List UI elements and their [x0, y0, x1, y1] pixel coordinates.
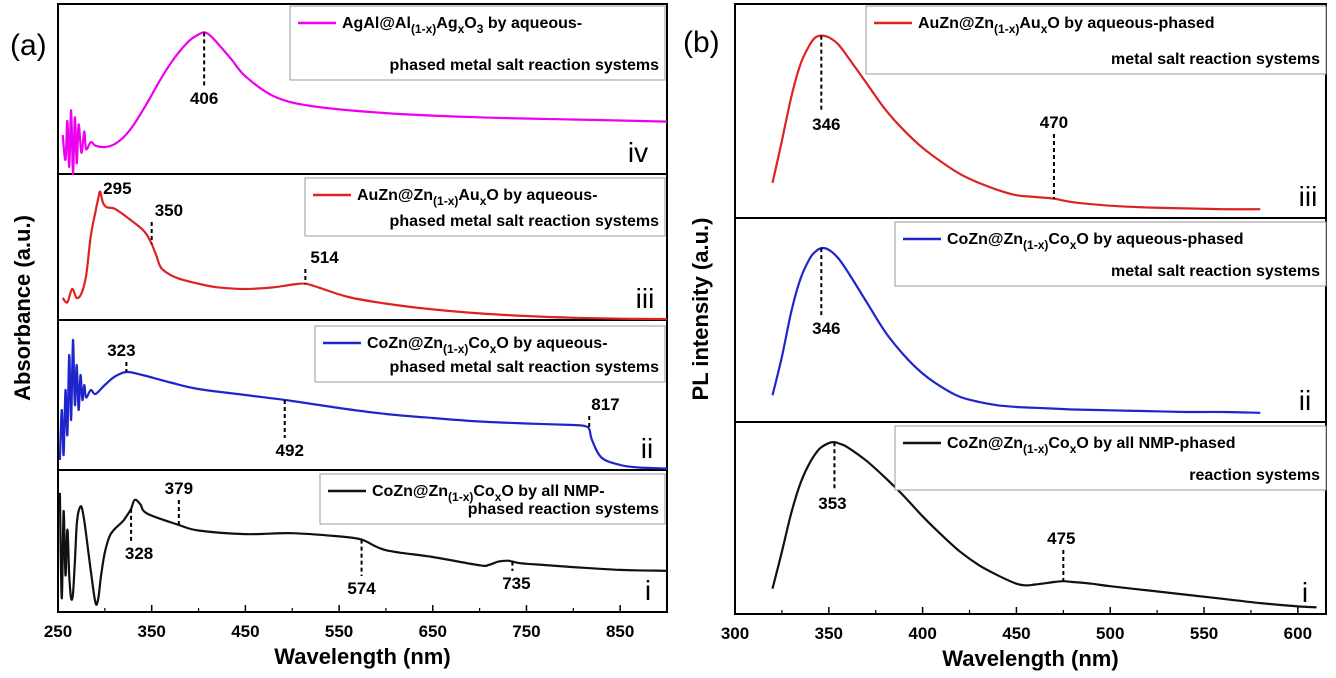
- x-tick-label: 650: [419, 622, 447, 641]
- legend-box: [319, 473, 666, 525]
- x-tick-label: 350: [138, 622, 166, 641]
- series-i: 328 379 574 735 i CoZn@Zn(1-x)CoxO by all NMP…: [58, 473, 668, 606]
- peak-label: 470: [1040, 113, 1068, 132]
- legend-box: [894, 221, 1327, 287]
- legend-label: CoZn@Zn(1-x)CoxO by aqueous-phased: [947, 231, 1244, 252]
- series-line-iv: [61, 31, 668, 176]
- x-tick-label: 550: [1190, 624, 1218, 643]
- legend-label-line2: reaction systems: [1189, 467, 1320, 484]
- series-line-ii: [58, 338, 668, 470]
- y-axis-label: Absorbance (a.u.): [10, 215, 35, 401]
- legend-box: [894, 425, 1327, 491]
- series-roman-label: ii: [1299, 385, 1311, 416]
- x-tick-label: 850: [606, 622, 634, 641]
- panel-b-label: (b): [683, 26, 720, 59]
- legend-i: CoZn@Zn(1-x)CoxO by all NMP-phased reacti…: [894, 425, 1327, 491]
- peak-label: 735: [502, 574, 530, 593]
- x-tick-label: 550: [325, 622, 353, 641]
- series-roman-label: iii: [1299, 181, 1318, 212]
- legend-i: CoZn@Zn(1-x)CoxO by all NMP-phased react…: [319, 473, 666, 525]
- x-tick-label: 350: [815, 624, 843, 643]
- x-tick-label: 500: [1096, 624, 1124, 643]
- series-iii: 295 350 514 iii AuZn@Zn(1-x)AuxO by aqueous-…: [61, 177, 668, 321]
- x-tick-label: 300: [721, 624, 749, 643]
- series-roman-label: i: [645, 575, 651, 606]
- legend-label: AgAl@Al(1-x)AgxO3 by aqueous-: [342, 15, 582, 36]
- x-tick-label: 450: [1002, 624, 1030, 643]
- series-roman-label: iv: [628, 137, 648, 168]
- series-line-iii: [771, 34, 1261, 211]
- panel-a-absorbance-chart: 250 350 450 550 650 750 850 Wavelength (nm) Abso…: [10, 3, 668, 669]
- legend-label: CoZn@Zn(1-x)CoxO by aqueous-: [367, 335, 608, 356]
- legend-label-line2: phased metal salt reaction systems: [390, 213, 660, 230]
- series-line-i: [58, 492, 668, 606]
- peak-label: 295: [103, 179, 131, 198]
- legend-label: AuZn@Zn(1-x)AuxO by aqueous-: [357, 187, 598, 208]
- series-ii: 323 492 817 ii CoZn@Zn(1-x)CoxO by aqueous-p…: [58, 325, 668, 470]
- peak-label: 353: [818, 494, 846, 513]
- series-iii: 346 470 iii AuZn@Zn(1-x)AuxO by aqueous-pha…: [771, 5, 1327, 212]
- y-axis-label: PL intensity (a.u.): [688, 218, 713, 401]
- x-axis-label: Wavelength (nm): [942, 646, 1118, 671]
- series-line-ii: [771, 246, 1261, 414]
- series-roman-label: iii: [636, 283, 655, 314]
- legend-label: CoZn@Zn(1-x)CoxO by all NMP-phased: [947, 435, 1236, 456]
- peak-label: 514: [310, 248, 339, 267]
- legend-label-line2: phased reaction systems: [468, 501, 659, 518]
- peak-label: 328: [125, 544, 153, 563]
- legend-label: CoZn@Zn(1-x)CoxO by all NMP-: [372, 483, 605, 504]
- legend-ii: CoZn@Zn(1-x)CoxO by aqueous-phased metal …: [894, 221, 1327, 287]
- peak-label: 346: [812, 319, 840, 338]
- x-tick-label: 450: [231, 622, 259, 641]
- legend-label-line2: phased metal salt reaction systems: [390, 359, 660, 376]
- plot-frame: [734, 3, 1327, 615]
- series-line-iii: [61, 190, 668, 321]
- legend-label-line2: metal salt reaction systems: [1111, 263, 1320, 280]
- peak-label: 574: [347, 579, 376, 598]
- plot-frame: [57, 3, 668, 613]
- series-i: 353 475 i CoZn@Zn(1-x)CoxO by all NMP-phase…: [771, 425, 1327, 609]
- x-tick-label: 250: [44, 622, 72, 641]
- series-ii: 346 ii CoZn@Zn(1-x)CoxO by aqueous-phased m…: [771, 221, 1327, 416]
- peak-label: 817: [591, 395, 619, 414]
- peak-label: 379: [165, 479, 193, 498]
- legend-box: [304, 177, 666, 237]
- x-tick-label: 600: [1284, 624, 1312, 643]
- series-roman-label: ii: [641, 433, 653, 464]
- peak-label: 350: [155, 201, 183, 220]
- legend-iv: AgAl@Al(1-x)AgxO3 by aqueous-phased meta…: [289, 5, 666, 81]
- legend-label: AuZn@Zn(1-x)AuxO by aqueous-phased: [918, 15, 1215, 36]
- x-axis-label: Wavelength (nm): [274, 644, 450, 669]
- series-iv: 406 iv AgAl@Al(1-x)AgxO3 by aqueous-phased…: [61, 5, 668, 176]
- x-tick-label: 400: [908, 624, 936, 643]
- peak-label: 323: [107, 341, 135, 360]
- panel-a-label: (a): [10, 29, 47, 62]
- series-line-i: [771, 441, 1317, 609]
- legend-box: [314, 325, 666, 383]
- panel-b-pl-chart: 300 350 400 450 500 550 600 Wavelength (nm) PL i…: [688, 3, 1327, 671]
- legend-iii: AuZn@Zn(1-x)AuxO by aqueous-phased metal…: [304, 177, 666, 237]
- legend-ii: CoZn@Zn(1-x)CoxO by aqueous-phased metal…: [314, 325, 666, 383]
- series-roman-label: i: [1302, 577, 1308, 608]
- legend-label-line2: phased metal salt reaction systems: [390, 57, 660, 74]
- legend-box: [865, 5, 1327, 75]
- peak-label: 475: [1047, 529, 1075, 548]
- legend-label-line2: metal salt reaction systems: [1111, 51, 1320, 68]
- peak-label: 346: [812, 115, 840, 134]
- legend-box: [289, 5, 666, 81]
- legend-iii: AuZn@Zn(1-x)AuxO by aqueous-phased metal …: [865, 5, 1327, 75]
- x-tick-label: 750: [512, 622, 540, 641]
- peak-label: 406: [190, 89, 218, 108]
- peak-label: 492: [276, 441, 304, 460]
